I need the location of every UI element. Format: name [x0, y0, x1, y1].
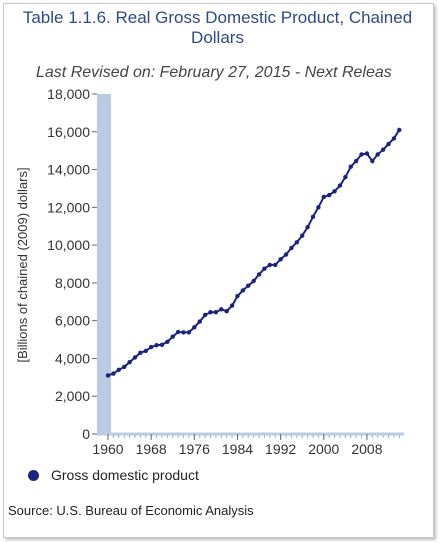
- y-tick-label: 0: [82, 426, 90, 442]
- data-point: [170, 334, 175, 339]
- data-point: [337, 183, 343, 188]
- data-point: [138, 350, 143, 355]
- x-tick-label: 2008: [351, 441, 382, 457]
- y-tick-label: 2,000: [55, 388, 90, 404]
- data-point: [310, 214, 316, 219]
- x-tick-label: 1976: [179, 441, 210, 457]
- data-point: [240, 288, 246, 293]
- data-point: [294, 240, 300, 245]
- data-point: [202, 312, 208, 318]
- data-point: [332, 189, 337, 194]
- data-point: [300, 233, 305, 238]
- legend-marker: [28, 469, 39, 481]
- y-tick-label: 6,000: [55, 313, 90, 329]
- data-point: [219, 307, 224, 312]
- y-tick-label: 16,000: [47, 124, 90, 140]
- x-tick-label: 1968: [136, 441, 167, 457]
- data-point: [165, 339, 170, 345]
- data-point: [175, 329, 181, 335]
- data-point: [229, 303, 235, 308]
- data-point: [364, 151, 370, 156]
- data-point: [197, 319, 202, 324]
- y-tick-label: 8,000: [55, 275, 90, 291]
- chart-frame: [3, 3, 434, 538]
- data-point: [370, 158, 375, 164]
- x-tick-label: 1992: [265, 441, 296, 457]
- data-point: [186, 330, 192, 335]
- chart-legend[interactable]: Gross domestic product: [28, 467, 199, 483]
- data-point: [105, 373, 111, 378]
- y-tick-label: 12,000: [47, 199, 90, 215]
- data-point: [256, 272, 262, 277]
- data-point: [235, 293, 240, 299]
- data-point: [353, 158, 359, 164]
- data-point: [289, 245, 294, 251]
- x-tick-label: 1984: [222, 441, 253, 457]
- data-point: [127, 360, 132, 365]
- data-point: [278, 257, 283, 262]
- data-point: [251, 278, 256, 284]
- data-point: [273, 262, 278, 268]
- chart-title: Table 1.1.6. Real Gross Domestic Product…: [22, 8, 413, 47]
- data-point: [283, 252, 289, 257]
- y-tick-label: 14,000: [47, 162, 90, 178]
- data-point: [380, 147, 386, 152]
- y-axis-label: [Billions of chained (2009) dollars]: [15, 167, 30, 362]
- y-axis-band: [97, 94, 111, 434]
- data-point: [213, 309, 219, 315]
- data-point: [267, 262, 273, 268]
- y-tick-label: 4,000: [55, 350, 90, 366]
- data-point: [208, 309, 213, 315]
- data-point: [143, 348, 148, 354]
- chart-subtitle: Last Revised on: February 27, 2015 - Nex…: [36, 64, 392, 81]
- data-point: [386, 141, 391, 147]
- x-tick-label: 2000: [308, 441, 339, 457]
- series-line: [107, 129, 401, 377]
- data-point: [154, 343, 159, 348]
- y-tick-label: 18,000: [47, 86, 90, 102]
- data-point: [148, 344, 154, 350]
- legend-label: Gross domestic product: [51, 467, 199, 483]
- data-point: [375, 152, 380, 157]
- data-point: [116, 367, 121, 372]
- data-point: [192, 325, 197, 330]
- data-point: [159, 342, 165, 348]
- data-point: [326, 192, 332, 198]
- data-point: [305, 224, 310, 230]
- data-point: [132, 355, 138, 360]
- data-point: [181, 330, 186, 335]
- data-point: [397, 127, 402, 133]
- data-point: [391, 136, 397, 141]
- data-point: [343, 174, 348, 180]
- data-point: [262, 266, 267, 271]
- data-point: [348, 164, 353, 169]
- y-tick-label: 10,000: [47, 237, 90, 253]
- data-point: [111, 371, 116, 376]
- data-point: [321, 194, 326, 200]
- data-point: [316, 205, 321, 210]
- data-point: [359, 152, 364, 157]
- data-point: [246, 283, 251, 288]
- data-point: [121, 364, 127, 370]
- data-point: [224, 309, 229, 314]
- source-note: Source: U.S. Bureau of Economic Analysis: [8, 503, 254, 518]
- x-tick-label: 1960: [92, 441, 123, 457]
